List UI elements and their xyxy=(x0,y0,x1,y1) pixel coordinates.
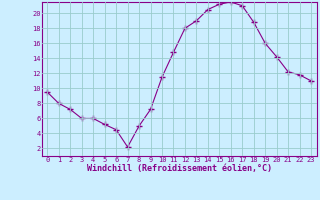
X-axis label: Windchill (Refroidissement éolien,°C): Windchill (Refroidissement éolien,°C) xyxy=(87,164,272,173)
